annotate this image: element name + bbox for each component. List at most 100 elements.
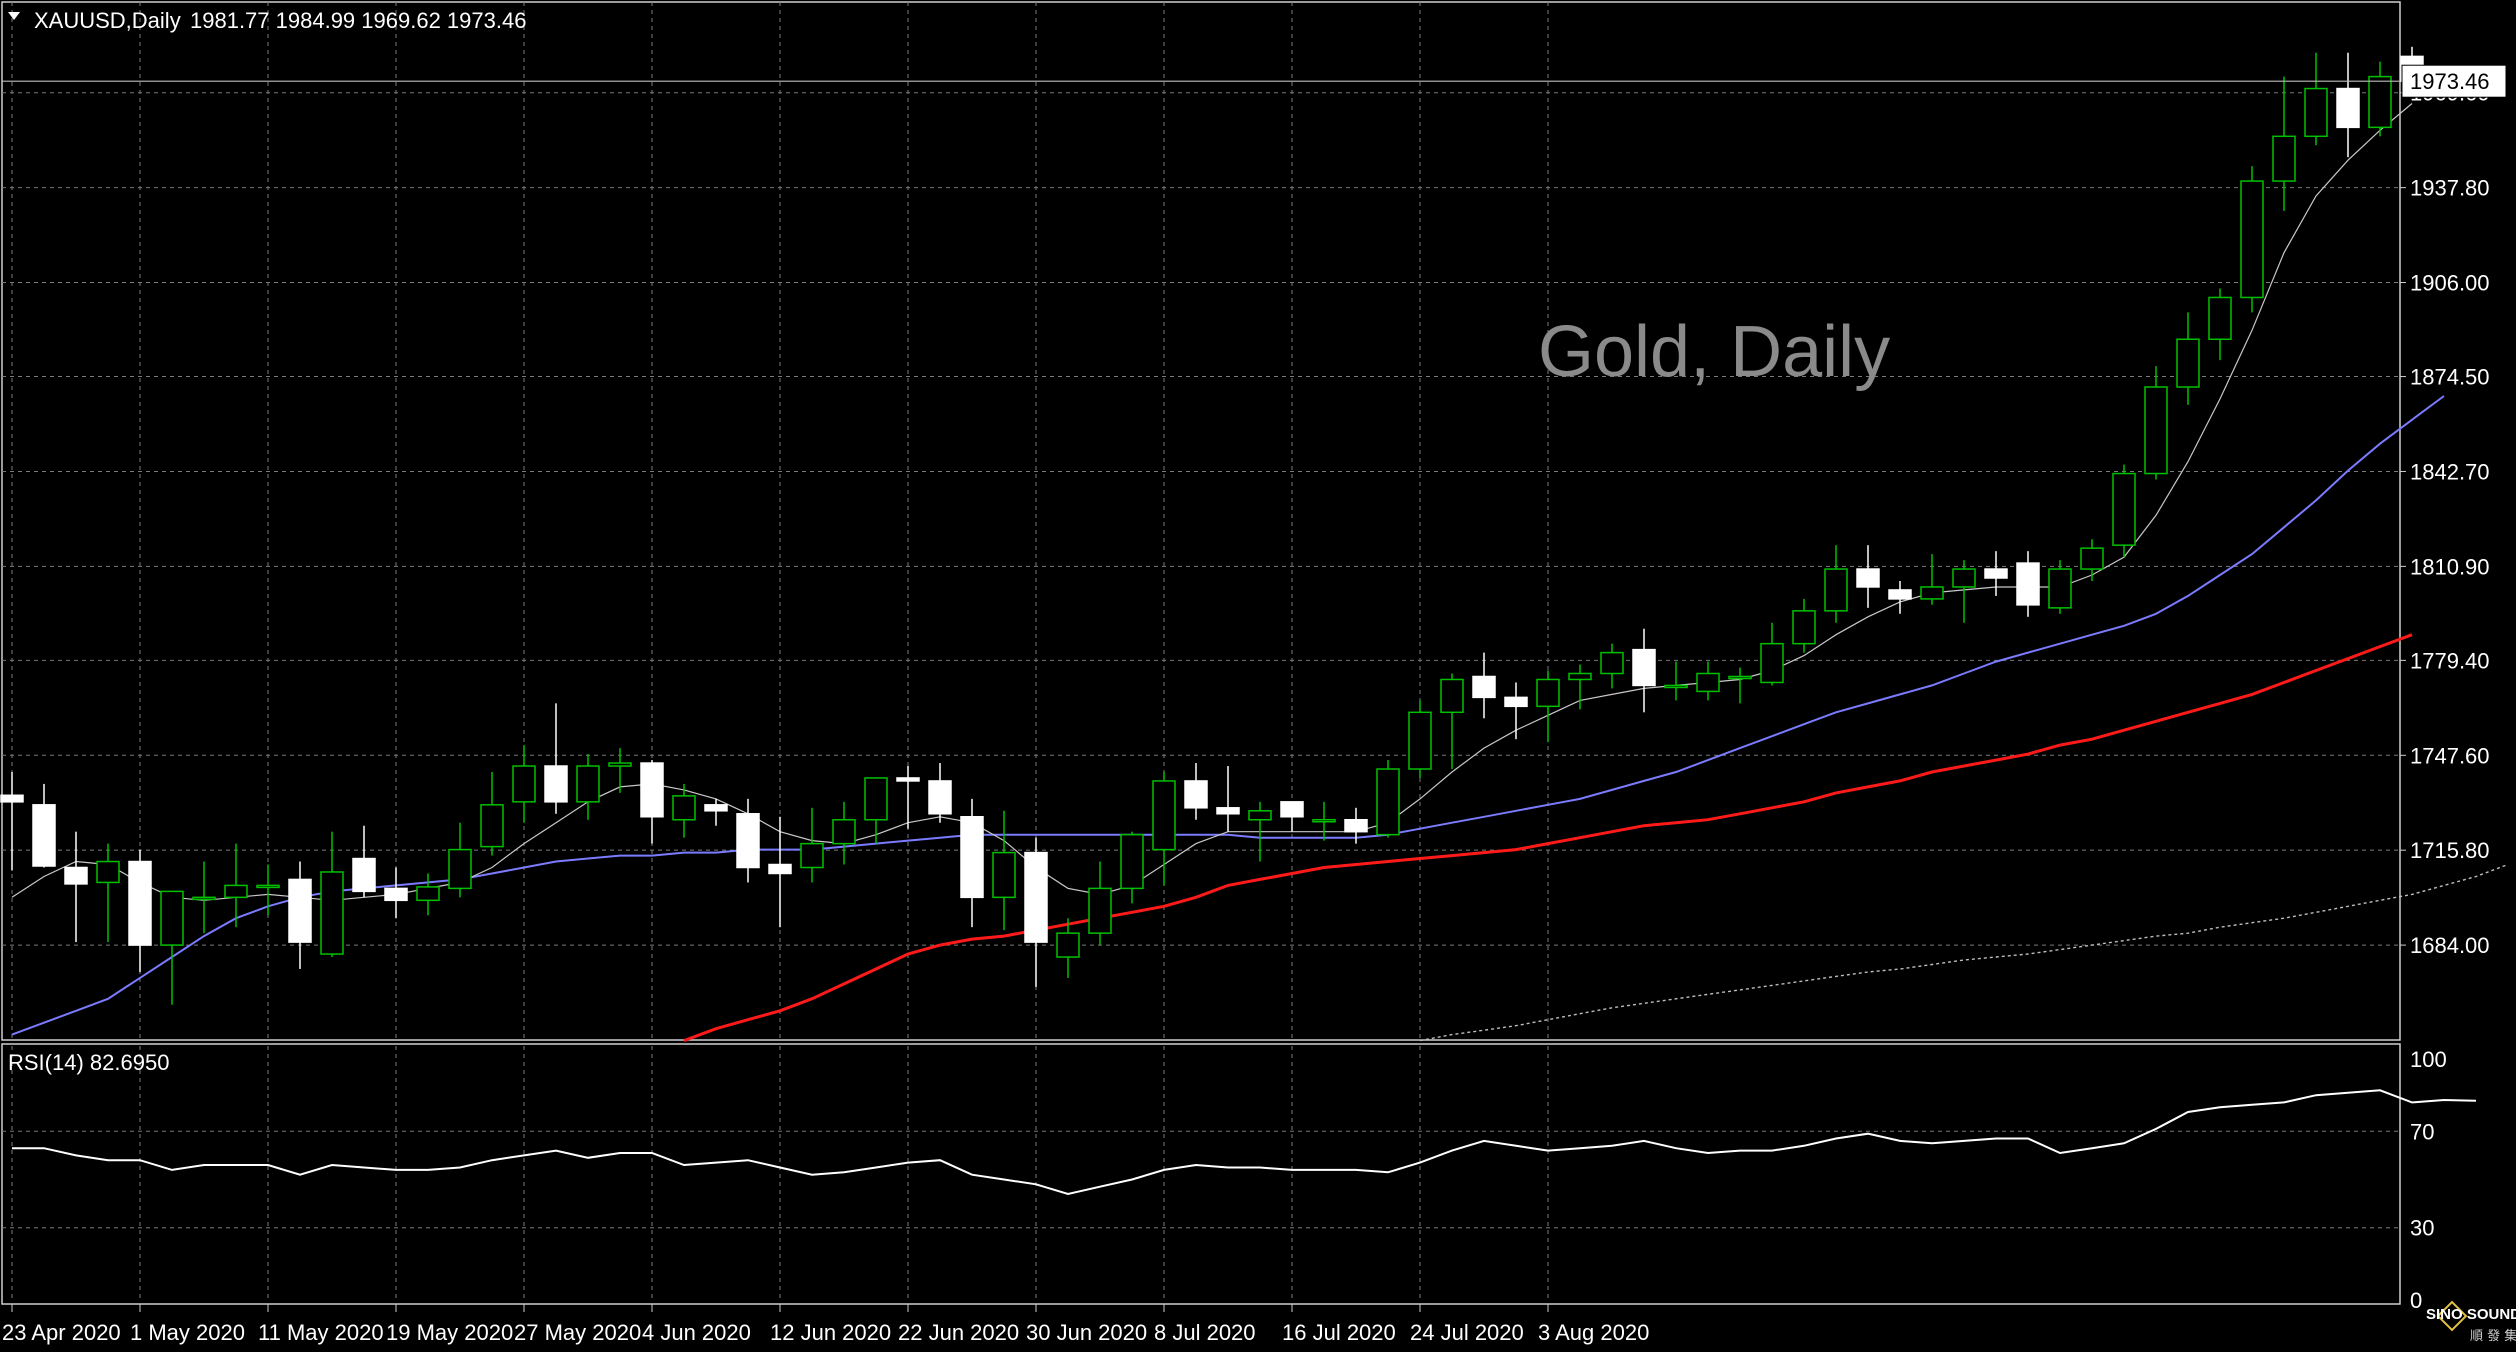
price-tick-label: 1874.50 <box>2410 365 2490 390</box>
candle-body <box>512 765 536 803</box>
bull-candle <box>1920 554 1944 605</box>
candle-body <box>1440 678 1464 714</box>
bull-candle <box>1376 760 1400 838</box>
bull-candle <box>2208 288 2232 361</box>
candle-body <box>2080 547 2104 570</box>
bull-candle <box>2112 464 2136 558</box>
bull-candle <box>1696 661 1720 701</box>
candle-body <box>288 878 312 943</box>
bull-candle <box>96 843 120 943</box>
bull-candle <box>2176 312 2200 405</box>
price-tick-label: 1747.60 <box>2410 743 2490 768</box>
logo-name: SINO SOUND <box>2426 1306 2516 1323</box>
bear-candle <box>352 825 376 898</box>
bear-candle <box>1984 551 2008 596</box>
candle-body <box>1472 675 1496 699</box>
time-tick-label: 11 May 2020 <box>258 1320 384 1345</box>
chart-watermark: Gold, Daily <box>1538 312 1890 392</box>
time-tick-label: 1 May 2020 <box>130 1320 245 1345</box>
candle-body <box>2304 87 2328 138</box>
bear-candle <box>896 766 920 829</box>
candle-body <box>640 762 664 818</box>
moving-averages <box>11 103 2509 1043</box>
bull-candle <box>1056 918 1080 978</box>
bear-candle <box>1504 682 1528 740</box>
bull-candle <box>2304 52 2328 146</box>
candle-body <box>544 765 568 803</box>
rsi-series <box>12 1089 2477 1196</box>
candle-body <box>960 816 984 899</box>
candle-body <box>2112 472 2136 546</box>
bear-candle <box>0 771 24 871</box>
bull-candle <box>2080 539 2104 581</box>
time-tick-label: 4 Jun 2020 <box>642 1320 751 1345</box>
bull-candle <box>1792 598 1816 653</box>
rsi-label: RSI(14) 82.6950 <box>8 1050 169 1075</box>
candle-body <box>768 863 792 875</box>
bull-candle <box>2144 366 2168 480</box>
bull-candle <box>576 754 600 820</box>
candle-body <box>1728 675 1752 680</box>
candle-body <box>608 762 632 767</box>
ohlc-values: 1981.77 1984.99 1969.62 1973.46 <box>190 8 526 33</box>
rsi-line <box>12 1089 2477 1196</box>
price-tag: 1973.46 <box>2401 64 2507 98</box>
candlesticks <box>0 46 2424 1005</box>
bull-candle <box>1664 661 1688 701</box>
candle-body <box>384 887 408 902</box>
bull-candle <box>1440 673 1464 770</box>
candle-body <box>704 804 728 812</box>
candle-body <box>2240 180 2264 299</box>
candle-body <box>1376 768 1400 836</box>
bull-candle <box>512 745 536 823</box>
candle-body <box>1056 932 1080 958</box>
candle-body <box>1888 589 1912 600</box>
candle-body <box>1184 780 1208 809</box>
bull-candle <box>1952 560 1976 623</box>
rsi-tick-label: 30 <box>2410 1216 2434 1241</box>
candle-body <box>1312 818 1336 823</box>
bull-candle <box>1568 664 1592 710</box>
symbol-menu-triangle-icon[interactable] <box>8 12 20 20</box>
bull-candle <box>608 748 632 793</box>
bull-candle <box>320 831 344 958</box>
bull-candle <box>1728 667 1752 704</box>
candle-body <box>1536 678 1560 708</box>
candle-body <box>1568 672 1592 681</box>
bear-candle <box>1280 801 1304 832</box>
bull-candle <box>480 771 504 856</box>
bear-candle <box>32 783 56 868</box>
candle-body <box>2336 87 2360 129</box>
bull-candle <box>1824 545 1848 623</box>
bull-candle <box>192 861 216 934</box>
bull-candle <box>1312 801 1336 841</box>
price-tick-label: 1906.00 <box>2410 271 2490 296</box>
bear-candle <box>384 867 408 919</box>
bull-candle <box>1088 861 1112 946</box>
candle-body <box>864 777 888 821</box>
candle-body <box>352 857 376 893</box>
candle-body <box>0 794 24 803</box>
bear-candle <box>960 798 984 928</box>
bear-candle <box>1632 628 1656 713</box>
bull-candle <box>1760 622 1784 686</box>
candle-body <box>64 866 88 885</box>
rsi-axis: 100 70 30 0 <box>2410 1047 2447 1313</box>
bull-candle <box>800 807 824 883</box>
candle-body <box>1984 568 2008 579</box>
time-tick-label: 23 Apr 2020 <box>2 1320 121 1345</box>
bear-candle <box>288 861 312 969</box>
candle-body <box>2144 386 2168 475</box>
candle-body <box>1792 610 1816 645</box>
bull-candle <box>160 890 184 1005</box>
candle-body <box>1344 818 1368 833</box>
candle-body <box>832 818 856 845</box>
bear-candle <box>544 703 568 814</box>
bull-candle <box>1248 801 1272 862</box>
bear-candle <box>928 763 952 823</box>
price-tick-label: 1715.80 <box>2410 838 2490 863</box>
candle-body <box>672 795 696 821</box>
candle-body <box>1696 672 1720 693</box>
candle-body <box>2176 338 2200 388</box>
